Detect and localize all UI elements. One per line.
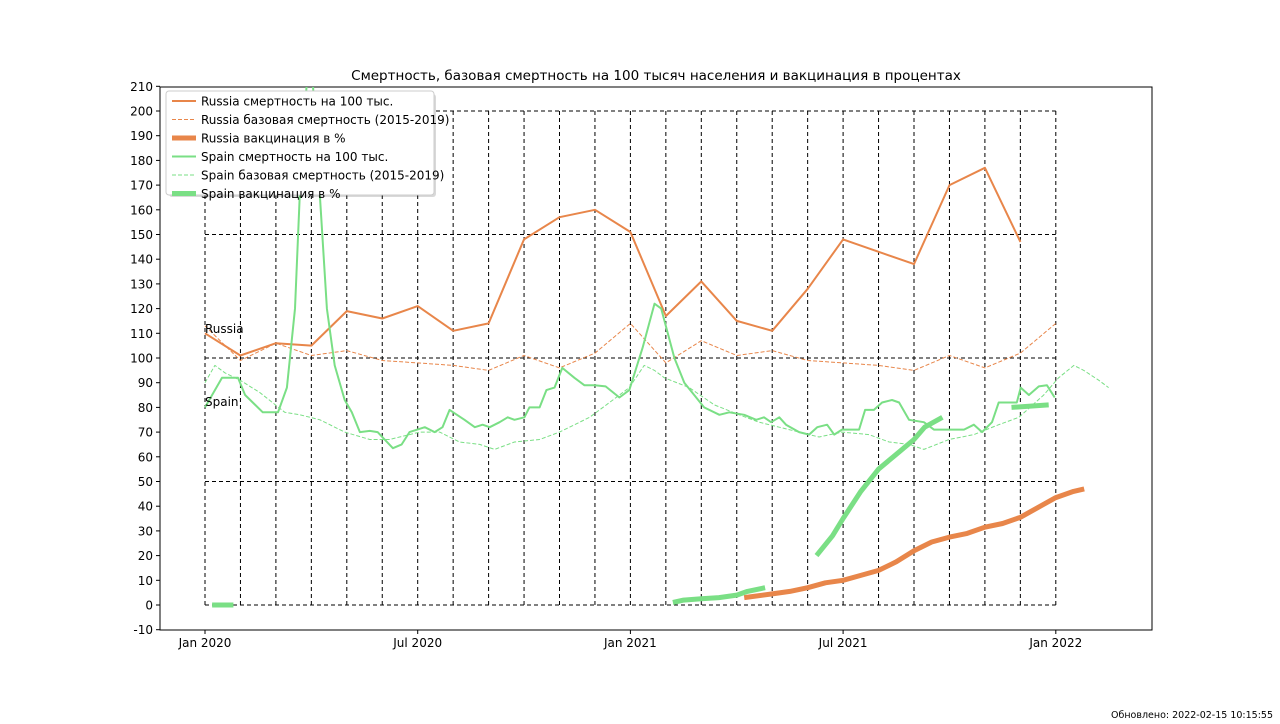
grid bbox=[204, 110, 1057, 606]
x-tick-label: Jan 2021 bbox=[603, 636, 657, 650]
y-tick-label: 130 bbox=[130, 277, 153, 291]
y-tick-label: 80 bbox=[138, 401, 153, 415]
y-tick-label: 50 bbox=[138, 475, 153, 489]
y-tick-label: 180 bbox=[130, 154, 153, 168]
x-tick-label: Jan 2020 bbox=[178, 636, 232, 650]
y-tick-label: 0 bbox=[145, 599, 153, 613]
y-tick-label: 100 bbox=[130, 352, 153, 366]
legend-label: Spain базовая смертность (2015-2019) bbox=[201, 169, 444, 183]
y-tick-label: 150 bbox=[130, 228, 153, 242]
series-line-5 bbox=[212, 402, 1049, 608]
series-line-2 bbox=[743, 486, 1085, 601]
legend-label: Russia базовая смертность (2015-2019) bbox=[201, 113, 449, 127]
x-axis: Jan 2020 Jul 2020 Jan 2021 Jul 2021 Jan 2022 bbox=[178, 630, 1082, 650]
y-tick-label: 10 bbox=[138, 574, 153, 588]
y-tick-label: -10 bbox=[133, 623, 153, 637]
x-tick-label: Jan 2022 bbox=[1028, 636, 1082, 650]
x-tick-label: Jul 2020 bbox=[392, 636, 442, 650]
y-tick-label: 120 bbox=[130, 302, 153, 316]
y-axis: -10 0 10 20 30 40 50 60 70 80 90 100 110 120 130 140 150… bbox=[130, 80, 160, 637]
y-tick-label: 140 bbox=[130, 253, 153, 267]
legend-label: Russia вакцинация в % bbox=[201, 132, 346, 146]
legend-label: Spain смертность на 100 тыс. bbox=[201, 150, 388, 164]
legend-label: Russia смертность на 100 тыс. bbox=[201, 95, 393, 109]
y-tick-label: 40 bbox=[138, 500, 153, 514]
y-tick-label: 110 bbox=[130, 327, 153, 341]
x-tick-label: Jul 2021 bbox=[818, 636, 868, 650]
y-tick-label: 60 bbox=[138, 450, 153, 464]
y-tick-label: 190 bbox=[130, 129, 153, 143]
y-tick-label: 30 bbox=[138, 524, 153, 538]
chart-title: Смертность, базовая смертность на 100 ты… bbox=[351, 68, 961, 84]
y-tick-label: 90 bbox=[138, 376, 153, 390]
series-line-3 bbox=[204, 87, 1056, 450]
series-group bbox=[204, 87, 1109, 608]
legend-label: Spain вакцинация в % bbox=[201, 187, 340, 201]
series-line-4 bbox=[204, 364, 1109, 450]
annotation-spain: Spain bbox=[205, 395, 239, 409]
series-line-1 bbox=[204, 322, 1057, 371]
y-tick-label: 210 bbox=[130, 80, 153, 94]
annotation-russia: Russia bbox=[205, 322, 244, 336]
y-tick-label: 160 bbox=[130, 203, 153, 217]
y-tick-label: 200 bbox=[130, 105, 153, 119]
updated-timestamp: Обновлено: 2022-02-15 10:15:55 bbox=[1111, 710, 1273, 720]
y-tick-label: 70 bbox=[138, 426, 153, 440]
y-tick-label: 20 bbox=[138, 549, 153, 563]
y-tick-label: 170 bbox=[130, 179, 153, 193]
legend: Russia смертность на 100 тыс. Russia базо… bbox=[165, 90, 449, 201]
series-line-0 bbox=[204, 166, 1022, 357]
